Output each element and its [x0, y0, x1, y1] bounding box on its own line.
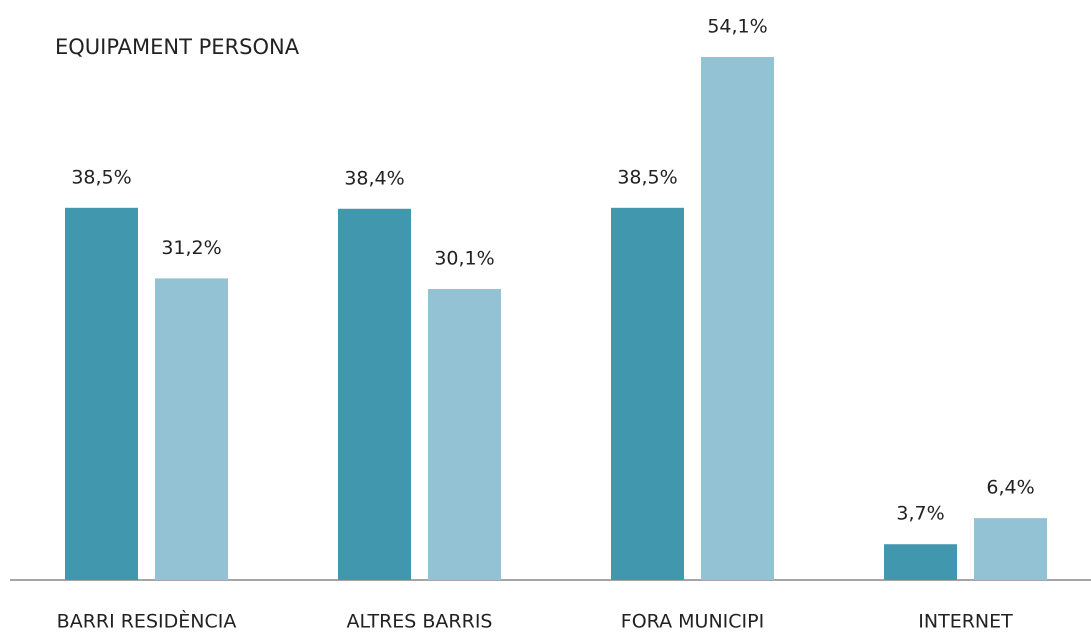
bar — [611, 207, 684, 580]
bar — [884, 544, 957, 580]
data-label: 54,1% — [707, 16, 767, 38]
x-tick-label: INTERNET — [918, 611, 1013, 633]
bar — [701, 57, 774, 580]
data-label: 3,7% — [896, 503, 944, 525]
data-label: 6,4% — [986, 477, 1034, 499]
data-label: 31,2% — [161, 237, 221, 259]
data-label: 30,1% — [434, 248, 494, 270]
bar — [65, 207, 138, 580]
data-label: 38,4% — [344, 167, 404, 189]
data-label: 38,5% — [71, 166, 131, 188]
chart-title: EQUIPAMENT PERSONA — [55, 35, 300, 59]
bar — [338, 208, 411, 580]
data-label: 38,5% — [617, 166, 677, 188]
bar — [428, 289, 501, 580]
bar — [974, 518, 1047, 580]
x-tick-label: FORA MUNICIPI — [621, 611, 764, 633]
x-tick-label: ALTRES BARRIS — [347, 611, 493, 633]
x-tick-label: BARRI RESIDÈNCIA — [57, 610, 237, 633]
bar — [155, 278, 228, 580]
